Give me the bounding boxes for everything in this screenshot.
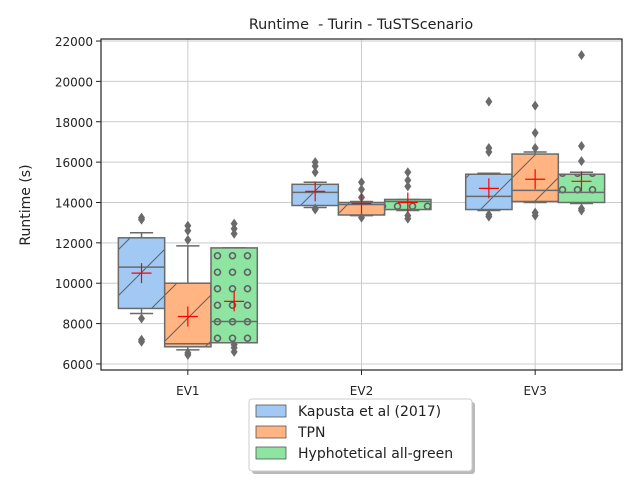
y-tick-label: 22000 <box>55 35 93 49</box>
outlier-point <box>577 140 585 151</box>
x-tick-label: EV2 <box>350 384 373 398</box>
legend-label: Hyphotetical all-green <box>298 446 453 462</box>
outlier-point <box>577 156 585 167</box>
outlier-point <box>577 205 585 216</box>
chart-title: Runtime - Turin - TuSTScenario <box>249 17 474 33</box>
x-tick-label: EV1 <box>176 384 199 398</box>
y-axis-ticks: 6000 8000 10000 12000 14000 16000 18000 20000 22… <box>55 35 101 372</box>
outlier-point <box>230 218 238 229</box>
outlier-point <box>577 50 585 61</box>
outlier-point <box>485 211 493 222</box>
legend-label: Kapusta et al (2017) <box>298 404 441 420</box>
y-axis-label: Runtime (s) <box>18 164 34 245</box>
outlier-point <box>230 228 238 239</box>
outlier-point <box>184 349 192 360</box>
outlier-point <box>184 225 192 236</box>
outlier-point <box>531 210 539 221</box>
outlier-point <box>404 167 412 178</box>
y-tick-label: 10000 <box>55 277 93 291</box>
outlier-point <box>184 234 192 245</box>
outlier-point <box>311 204 319 215</box>
y-tick-label: 16000 <box>55 156 93 170</box>
y-tick-label: 8000 <box>62 318 93 332</box>
outlier-point <box>138 214 146 225</box>
y-tick-label: 12000 <box>55 237 93 251</box>
outlier-point <box>311 167 319 178</box>
outlier-point <box>230 223 238 234</box>
box-hyphotetical-all-green-ev3 <box>557 50 606 216</box>
box-tpn-ev1 <box>163 220 212 360</box>
outlier-point <box>184 220 192 231</box>
outlier-point <box>404 181 412 192</box>
box-plots <box>117 50 606 360</box>
box-kapusta-et-al-2017--ev2 <box>291 157 340 215</box>
outlier-point <box>138 336 146 347</box>
x-axis-ticks: EV1 EV2 EV3 <box>176 370 547 398</box>
y-tick-label: 18000 <box>55 116 93 130</box>
legend-swatch <box>255 446 287 460</box>
box-tpn-ev2 <box>337 177 386 223</box>
box-hyphotetical-all-green-ev2 <box>383 167 432 224</box>
legend-label: TPN <box>297 425 325 441</box>
legend-swatch <box>255 425 287 439</box>
outlier-point <box>358 177 365 188</box>
box-outline <box>117 237 166 310</box>
legend-swatch <box>255 404 287 418</box>
y-tick-label: 20000 <box>55 75 93 89</box>
outlier-point <box>358 212 365 223</box>
box-kapusta-et-al-2017--ev3 <box>464 96 513 222</box>
outlier-point <box>485 96 493 107</box>
x-tick-label: EV3 <box>523 384 546 398</box>
y-tick-label: 6000 <box>62 358 93 372</box>
outlier-point <box>404 213 412 224</box>
outlier-point <box>311 161 319 172</box>
outlier-point <box>230 346 238 357</box>
outlier-point <box>358 184 365 195</box>
box-kapusta-et-al-2017--ev1 <box>117 212 166 347</box>
outlier-point <box>531 127 539 138</box>
legend: Kapusta et al (2017) TPN Hyphotetical all-… <box>248 398 475 474</box>
outlier-point <box>404 175 412 186</box>
outlier-point <box>531 100 539 111</box>
box-hyphotetical-all-green-ev1 <box>210 218 259 357</box>
outlier-point <box>531 142 539 153</box>
outlier-point <box>485 147 493 158</box>
y-tick-label: 14000 <box>55 196 93 210</box>
box-tpn-ev3 <box>511 100 560 221</box>
outlier-point <box>138 313 146 324</box>
